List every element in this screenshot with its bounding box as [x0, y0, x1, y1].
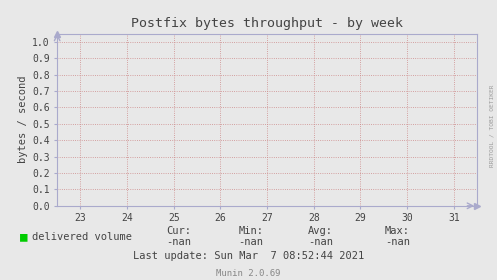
Text: Munin 2.0.69: Munin 2.0.69 — [216, 269, 281, 277]
Y-axis label: bytes / second: bytes / second — [18, 76, 28, 164]
Title: Postfix bytes throughput - by week: Postfix bytes throughput - by week — [131, 17, 403, 30]
Text: -nan: -nan — [308, 237, 333, 247]
Text: -nan: -nan — [166, 237, 191, 247]
Text: Min:: Min: — [239, 226, 263, 236]
Text: delivered volume: delivered volume — [32, 232, 132, 242]
Text: -nan: -nan — [239, 237, 263, 247]
Text: Avg:: Avg: — [308, 226, 333, 236]
Text: Max:: Max: — [385, 226, 410, 236]
Text: Cur:: Cur: — [166, 226, 191, 236]
Text: -nan: -nan — [385, 237, 410, 247]
Text: ■: ■ — [20, 230, 27, 243]
Text: RRDTOOL / TOBI OETIKER: RRDTOOL / TOBI OETIKER — [490, 85, 495, 167]
Text: Last update: Sun Mar  7 08:52:44 2021: Last update: Sun Mar 7 08:52:44 2021 — [133, 251, 364, 261]
